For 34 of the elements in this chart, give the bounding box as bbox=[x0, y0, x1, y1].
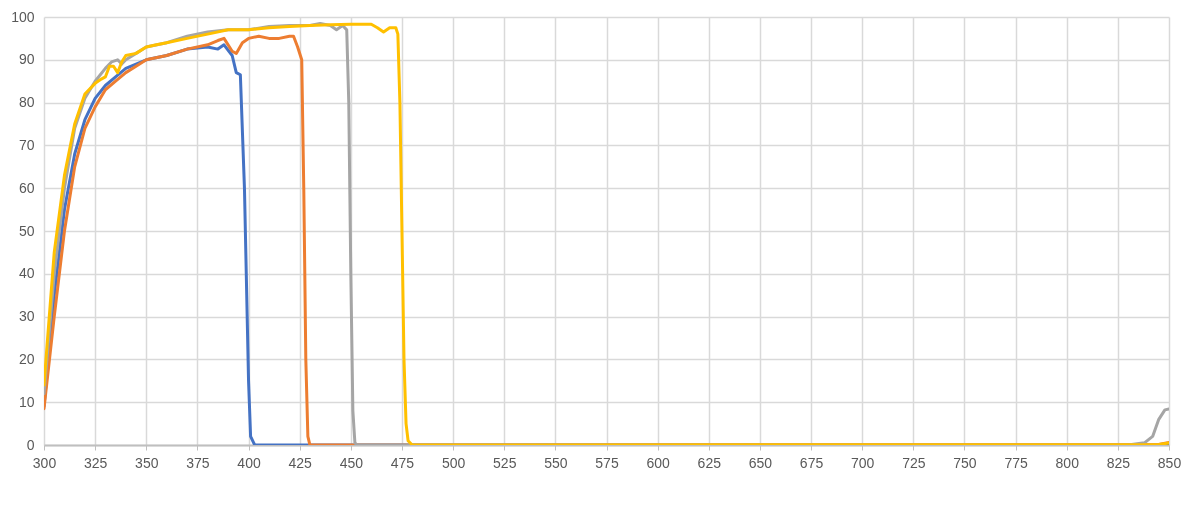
x-tick-label: 400 bbox=[237, 454, 261, 471]
x-tick-label: 450 bbox=[339, 454, 364, 471]
y-tick-label: 20 bbox=[18, 350, 35, 367]
x-tick-label: 700 bbox=[851, 454, 875, 471]
x-tick-label: 475 bbox=[390, 454, 415, 471]
y-tick-label: 40 bbox=[18, 265, 35, 282]
x-tick-label: 625 bbox=[697, 454, 722, 471]
y-tick-label: 30 bbox=[18, 308, 35, 325]
x-tick-label: 675 bbox=[799, 454, 824, 471]
y-tick-label: 0 bbox=[26, 436, 35, 453]
x-tick-label: 725 bbox=[902, 454, 926, 471]
x-tick-label: 850 bbox=[1157, 454, 1182, 471]
x-tick-label: 425 bbox=[288, 454, 313, 471]
x-tick-label: 375 bbox=[186, 454, 210, 471]
x-tick-label: 325 bbox=[83, 454, 108, 471]
x-tick-label: 825 bbox=[1106, 454, 1131, 471]
x-tick-label: 800 bbox=[1055, 454, 1080, 471]
x-tick-label: 575 bbox=[595, 454, 619, 471]
y-tick-label: 10 bbox=[18, 393, 35, 410]
x-tick-label: 350 bbox=[135, 454, 159, 471]
y-tick-label: 90 bbox=[18, 51, 35, 68]
x-tick-label: 550 bbox=[544, 454, 568, 471]
x-tick-label: 650 bbox=[748, 454, 773, 471]
y-tick-label: 80 bbox=[18, 94, 35, 111]
x-tick-label: 500 bbox=[441, 454, 466, 471]
x-tick-label: 600 bbox=[646, 454, 671, 471]
x-tick-label: 525 bbox=[493, 454, 517, 471]
x-tick-label: 775 bbox=[1004, 454, 1028, 471]
y-tick-label: 60 bbox=[18, 179, 35, 196]
y-tick-label: 100 bbox=[11, 8, 35, 25]
y-tick-label: 50 bbox=[18, 222, 35, 239]
y-tick-label: 70 bbox=[18, 136, 35, 153]
x-tick-label: 750 bbox=[953, 454, 977, 471]
x-tick-label: 300 bbox=[32, 454, 57, 471]
